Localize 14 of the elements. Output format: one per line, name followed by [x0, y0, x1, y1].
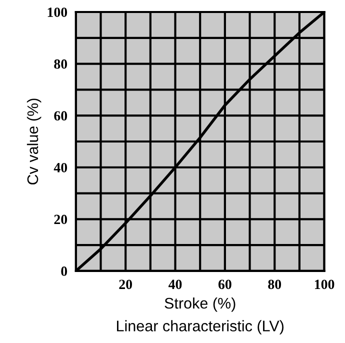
x-tick-label: 100: [314, 280, 334, 290]
x-tick-label: 40: [168, 280, 182, 290]
x-axis-title: Stroke (%): [164, 297, 236, 312]
x-tick-label: 80: [268, 280, 282, 290]
text: Linear characteristic (LV): [117, 320, 284, 334]
x-tick-label: 60: [218, 280, 232, 290]
y-tick-label: 100: [48, 8, 68, 17]
y-tick-label: 80: [54, 59, 68, 69]
y-tick-label: 0: [61, 266, 68, 276]
y-tick-label: 40: [54, 162, 68, 172]
y-tick-label: 60: [54, 111, 68, 121]
x-tick-label: 20: [119, 280, 132, 290]
y-tick-label: 20: [54, 214, 68, 224]
y-axis-title: Cv value (%): [26, 98, 42, 184]
